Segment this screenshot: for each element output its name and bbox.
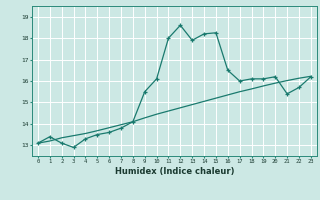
X-axis label: Humidex (Indice chaleur): Humidex (Indice chaleur) xyxy=(115,167,234,176)
